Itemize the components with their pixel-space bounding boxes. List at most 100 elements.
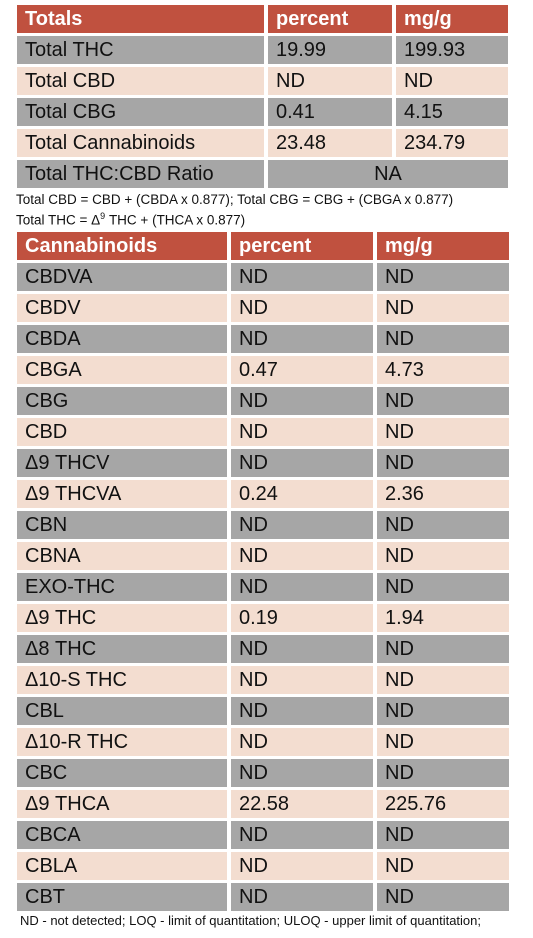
table-row: CBT ND ND (17, 883, 509, 911)
row-name: Δ9 THC (17, 604, 227, 632)
row-mgg: ND (377, 883, 509, 911)
row-percent: ND (231, 573, 373, 601)
row-mgg: ND (377, 635, 509, 663)
row-percent: 0.41 (268, 98, 392, 126)
row-name: CBLA (17, 852, 227, 880)
row-name: Total CBD (17, 67, 264, 95)
row-mgg: ND (377, 697, 509, 725)
row-percent: ND (231, 449, 373, 477)
table-row: CBNA ND ND (17, 542, 509, 570)
totals-header-name: Totals (17, 5, 264, 33)
row-mgg: ND (377, 542, 509, 570)
row-percent: ND (231, 387, 373, 415)
cannabinoids-header-name: Cannabinoids (17, 232, 227, 260)
row-name: CBG (17, 387, 227, 415)
table-row: Δ9 THCV ND ND (17, 449, 509, 477)
table-row: Δ8 THC ND ND (17, 635, 509, 663)
table-row: CBLA ND ND (17, 852, 509, 880)
table-row: Total CBD ND ND (17, 67, 508, 95)
cannabinoids-body: CBDVA ND ND CBDV ND ND CBDA ND ND CBGA 0.47 4.73 CBG… (17, 263, 509, 911)
row-mgg: ND (377, 418, 509, 446)
cannabinoids-header-percent: percent (231, 232, 373, 260)
row-name: CBNA (17, 542, 227, 570)
formula-note-thc: Total THC = Δ9 THC + (THCA x 0.877) (16, 211, 245, 228)
ratio-row: Total THC:CBD Ratio NA (17, 160, 508, 188)
totals-table: Totals percent mg/g Total THC 19.99 199.… (13, 2, 512, 191)
table-row: Δ9 THCA 22.58 225.76 (17, 790, 509, 818)
row-percent: ND (231, 852, 373, 880)
row-name: Δ9 THCV (17, 449, 227, 477)
row-name: CBT (17, 883, 227, 911)
row-mgg: 225.76 (377, 790, 509, 818)
row-name: Total CBG (17, 98, 264, 126)
row-name: Δ9 THCA (17, 790, 227, 818)
table-row: CBL ND ND (17, 697, 509, 725)
row-mgg: 1.94 (377, 604, 509, 632)
row-percent: ND (231, 759, 373, 787)
row-name: CBDA (17, 325, 227, 353)
row-mgg: ND (377, 511, 509, 539)
table-row: CBD ND ND (17, 418, 509, 446)
table-row: CBC ND ND (17, 759, 509, 787)
row-mgg: ND (377, 573, 509, 601)
table-row: EXO-THC ND ND (17, 573, 509, 601)
row-mgg: ND (377, 759, 509, 787)
row-name: CBCA (17, 821, 227, 849)
row-mgg: ND (396, 67, 508, 95)
row-name: Δ9 THCVA (17, 480, 227, 508)
row-mgg: ND (377, 821, 509, 849)
table-row: CBG ND ND (17, 387, 509, 415)
row-percent: ND (231, 511, 373, 539)
table-row: Δ10-R THC ND ND (17, 728, 509, 756)
row-percent: 0.24 (231, 480, 373, 508)
row-mgg: 4.73 (377, 356, 509, 384)
row-name: CBGA (17, 356, 227, 384)
row-percent: ND (231, 294, 373, 322)
row-mgg: ND (377, 728, 509, 756)
table-row: CBDV ND ND (17, 294, 509, 322)
row-percent: ND (268, 67, 392, 95)
table-row: Total Cannabinoids 23.48 234.79 (17, 129, 508, 157)
row-mgg: ND (377, 387, 509, 415)
formula-note-cbd-cbg: Total CBD = CBD + (CBDA x 0.877); Total … (16, 192, 454, 207)
row-percent: ND (231, 325, 373, 353)
row-mgg: ND (377, 325, 509, 353)
formula-thc-superscript: 9 (100, 211, 106, 221)
row-percent: ND (231, 263, 373, 291)
ratio-name: Total THC:CBD Ratio (17, 160, 264, 188)
table-row: Δ9 THC 0.19 1.94 (17, 604, 509, 632)
table-row: CBDVA ND ND (17, 263, 509, 291)
row-name: Total THC (17, 36, 264, 64)
row-name: Δ10-S THC (17, 666, 227, 694)
totals-header-mgg: mg/g (396, 5, 508, 33)
row-mgg: 4.15 (396, 98, 508, 126)
row-name: CBC (17, 759, 227, 787)
row-name: CBD (17, 418, 227, 446)
row-mgg: 2.36 (377, 480, 509, 508)
ratio-value: NA (268, 160, 508, 188)
table-row: Total CBG 0.41 4.15 (17, 98, 508, 126)
row-percent: ND (231, 542, 373, 570)
table-row: CBCA ND ND (17, 821, 509, 849)
row-percent: ND (231, 697, 373, 725)
row-mgg: ND (377, 263, 509, 291)
row-mgg: ND (377, 666, 509, 694)
formula-thc-suffix: THC + (THCA x 0.877) (105, 212, 246, 228)
row-percent: ND (231, 635, 373, 663)
table-row: CBGA 0.47 4.73 (17, 356, 509, 384)
row-name: CBDVA (17, 263, 227, 291)
cannabinoids-header-row: Cannabinoids percent mg/g (17, 232, 509, 260)
table-row: CBN ND ND (17, 511, 509, 539)
legend-note: ND - not detected; LOQ - limit of quanti… (20, 913, 481, 928)
cannabinoids-table: Cannabinoids percent mg/g CBDVA ND ND CBDV N… (13, 229, 513, 914)
row-name: CBL (17, 697, 227, 725)
row-percent: 0.19 (231, 604, 373, 632)
row-name: EXO-THC (17, 573, 227, 601)
table-row: CBDA ND ND (17, 325, 509, 353)
row-percent: ND (231, 418, 373, 446)
table-row: Δ10-S THC ND ND (17, 666, 509, 694)
row-percent: 23.48 (268, 129, 392, 157)
row-percent: 19.99 (268, 36, 392, 64)
row-mgg: 234.79 (396, 129, 508, 157)
